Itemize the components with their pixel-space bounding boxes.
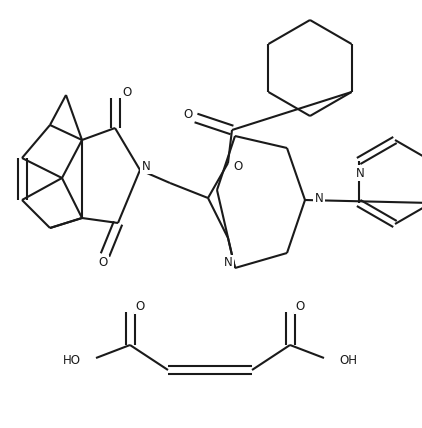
Text: N: N [356,166,365,179]
Text: O: O [184,107,192,121]
Text: O: O [295,300,305,312]
Text: N: N [142,160,150,172]
Text: N: N [315,191,323,205]
Text: O: O [233,160,243,172]
Text: O: O [135,300,145,312]
Text: N: N [224,256,233,270]
Text: OH: OH [339,354,357,366]
Text: O: O [98,256,108,270]
Text: HO: HO [63,354,81,366]
Text: O: O [122,86,132,98]
